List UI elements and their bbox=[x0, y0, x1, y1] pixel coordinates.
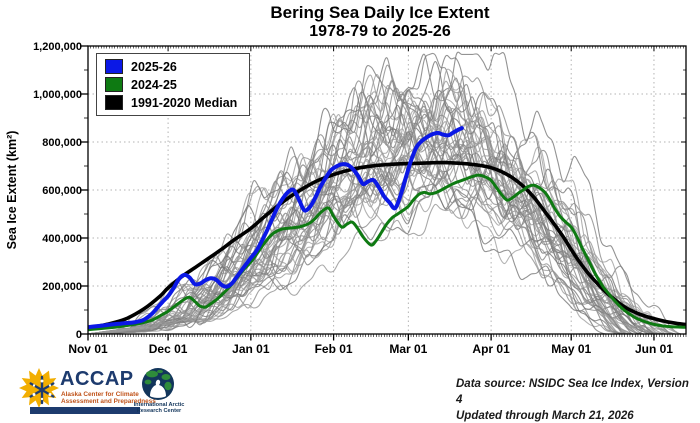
svg-text:Sea Ice Extent (km²): Sea Ice Extent (km²) bbox=[5, 131, 19, 250]
svg-text:200,000: 200,000 bbox=[42, 281, 82, 293]
iarc-globe-icon bbox=[142, 368, 174, 400]
svg-text:Jun 01: Jun 01 bbox=[635, 342, 673, 356]
legend-swatch-blue bbox=[105, 59, 123, 74]
chart-title-line1: Bering Sea Daily Ice Extent bbox=[270, 3, 490, 22]
svg-text:Feb 01: Feb 01 bbox=[315, 342, 353, 356]
legend-swatch-black bbox=[105, 95, 123, 110]
legend-label: 1991-2020 Median bbox=[131, 95, 238, 110]
iarc-caption: International Arctic Research Center bbox=[133, 402, 185, 415]
chart-legend: 2025-26 2024-25 1991-2020 Median bbox=[96, 53, 251, 116]
legend-item-2025-26: 2025-26 bbox=[105, 59, 237, 74]
svg-text:400,000: 400,000 bbox=[42, 233, 82, 245]
svg-text:Apr 01: Apr 01 bbox=[472, 342, 510, 356]
data-source-note: Data source: NSIDC Sea Ice Index, Versio… bbox=[456, 376, 696, 423]
svg-text:600,000: 600,000 bbox=[42, 185, 82, 197]
data-source-line1: Data source: NSIDC Sea Ice Index, Versio… bbox=[456, 378, 689, 406]
svg-text:800,000: 800,000 bbox=[42, 137, 82, 149]
chart-title-line2: 1978-79 to 2025-26 bbox=[309, 23, 451, 41]
accap-sun-icon bbox=[19, 368, 59, 408]
svg-text:Nov 01: Nov 01 bbox=[68, 342, 108, 356]
legend-item-median: 1991-2020 Median bbox=[105, 95, 237, 110]
svg-text:May 01: May 01 bbox=[551, 342, 591, 356]
accap-bar bbox=[30, 407, 140, 414]
legend-label: 2025-26 bbox=[131, 59, 177, 74]
svg-text:Dec 01: Dec 01 bbox=[149, 342, 188, 356]
chart-canvas: 0 200,000 400,000 600,000 800,000 1,000,000 1,… bbox=[5, 41, 687, 356]
svg-text:1,200,000: 1,200,000 bbox=[33, 41, 82, 53]
legend-label: 2024-25 bbox=[131, 77, 177, 92]
accap-tagline: Alaska Center for Climate Assessment and… bbox=[61, 391, 156, 406]
svg-text:0: 0 bbox=[76, 329, 82, 341]
svg-text:Jan 01: Jan 01 bbox=[232, 342, 270, 356]
logo-block: ACCAP Alaska Center for Climate Assessme… bbox=[14, 364, 229, 422]
legend-swatch-green bbox=[105, 77, 123, 92]
legend-item-2024-25: 2024-25 bbox=[105, 77, 237, 92]
svg-text:1,000,000: 1,000,000 bbox=[33, 89, 82, 101]
data-source-line2: Updated through March 21, 2026 bbox=[456, 410, 634, 422]
chart-title: Bering Sea Daily Ice Extent 1978-79 to 2… bbox=[60, 3, 700, 42]
accap-logo-text: ACCAP bbox=[60, 368, 134, 390]
svg-text:Mar 01: Mar 01 bbox=[389, 342, 427, 356]
